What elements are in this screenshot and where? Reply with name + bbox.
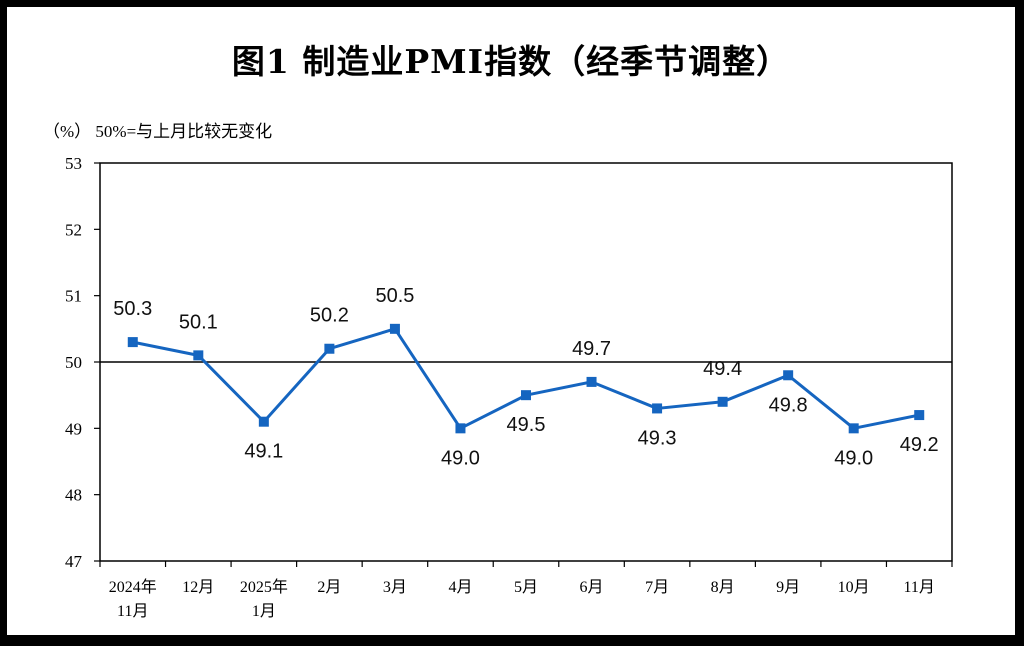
- y-tick-label: 47: [65, 552, 83, 571]
- data-point-marker: [717, 396, 728, 407]
- chart-title: 图1 制造业PMI指数（经季节调整）: [231, 42, 791, 81]
- data-point-marker: [521, 390, 531, 401]
- data-label: 49.4: [703, 358, 742, 380]
- y-tick-label: 52: [65, 220, 82, 239]
- data-point-marker: [848, 423, 859, 434]
- y-tick-label: 49: [65, 419, 82, 438]
- y-tick-label: 48: [65, 486, 82, 505]
- data-label: 49.0: [441, 447, 480, 469]
- x-tick-label: 10月: [838, 579, 870, 596]
- data-point-marker: [652, 403, 663, 414]
- data-label: 49.7: [572, 338, 611, 360]
- x-tick-label: 2024年 11月: [109, 578, 157, 620]
- data-label: 49.3: [638, 427, 677, 449]
- x-tick-label: 7月: [645, 579, 669, 596]
- data-label: 49.2: [900, 434, 939, 456]
- data-label: 49.0: [834, 447, 873, 469]
- x-tick-label: 9月: [776, 579, 800, 596]
- y-tick-label: 50: [65, 353, 82, 372]
- x-tick-label: 4月: [448, 579, 472, 596]
- unit-note: （%） 50%=与上月比较无变化: [43, 122, 273, 141]
- data-label: 49.1: [244, 441, 283, 463]
- x-tick-label: 12月: [182, 579, 214, 596]
- data-point-marker: [586, 376, 597, 387]
- x-tick-label: 11月: [904, 579, 935, 596]
- data-point-marker: [783, 370, 794, 381]
- data-point-marker: [389, 323, 400, 334]
- data-label: 50.1: [179, 311, 218, 333]
- x-tick-label: 8月: [711, 579, 735, 596]
- data-point-marker: [324, 343, 335, 354]
- x-tick-label: 6月: [580, 579, 604, 596]
- data-point-marker: [258, 416, 269, 427]
- data-label: 49.8: [769, 394, 808, 416]
- chart-frame: 图1 制造业PMI指数（经季节调整） （%） 50%=与上月比较无变化: [7, 7, 1015, 635]
- y-tick-label: 53: [65, 154, 82, 173]
- data-point-marker: [455, 423, 466, 434]
- data-point-marker: [914, 410, 925, 421]
- data-point-marker: [127, 337, 138, 348]
- y-tick-label: 51: [65, 287, 82, 306]
- x-tick-label: 5月: [514, 579, 538, 596]
- data-label: 50.3: [113, 298, 152, 320]
- data-label: 49.5: [507, 414, 546, 436]
- data-point-marker: [193, 350, 204, 361]
- data-label: 50.5: [375, 285, 414, 307]
- x-tick-label: 2025年 1月: [240, 578, 288, 620]
- data-label: 50.2: [310, 305, 349, 327]
- x-tick-label: 2月: [317, 579, 341, 596]
- x-tick-label: 3月: [383, 579, 407, 596]
